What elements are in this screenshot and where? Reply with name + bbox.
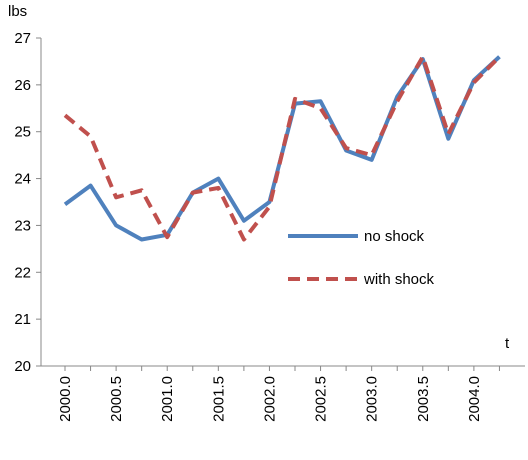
x-tick-label: 2001.5 — [210, 376, 227, 422]
x-tick-label: 2003.5 — [415, 376, 432, 422]
y-tick-label: 25 — [14, 124, 31, 141]
x-tick-label: 2001.0 — [159, 376, 176, 422]
y-axis-label: lbs — [8, 3, 27, 20]
x-tick-label: 2004.0 — [466, 376, 483, 422]
x-tick-label: 2002.0 — [261, 376, 278, 422]
y-tick-label: 20 — [14, 358, 31, 375]
y-tick-label: 24 — [14, 171, 31, 188]
y-tick-label: 27 — [14, 30, 31, 47]
y-tick-label: 26 — [14, 77, 31, 94]
series-line — [63, 54, 501, 242]
x-tick-label: 2002.5 — [313, 376, 330, 422]
x-tick-label: 2000.0 — [57, 376, 74, 422]
legend-label: with shock — [363, 271, 435, 288]
x-tick-label: 2003.0 — [364, 376, 381, 422]
legend-label: no shock — [364, 228, 425, 245]
x-axis-label: t — [505, 335, 510, 352]
series-line — [63, 55, 501, 242]
y-tick-label: 23 — [14, 217, 31, 234]
x-tick-label: 2000.5 — [108, 376, 125, 422]
y-tick-label: 21 — [14, 311, 31, 328]
y-tick-label: 22 — [14, 264, 31, 281]
